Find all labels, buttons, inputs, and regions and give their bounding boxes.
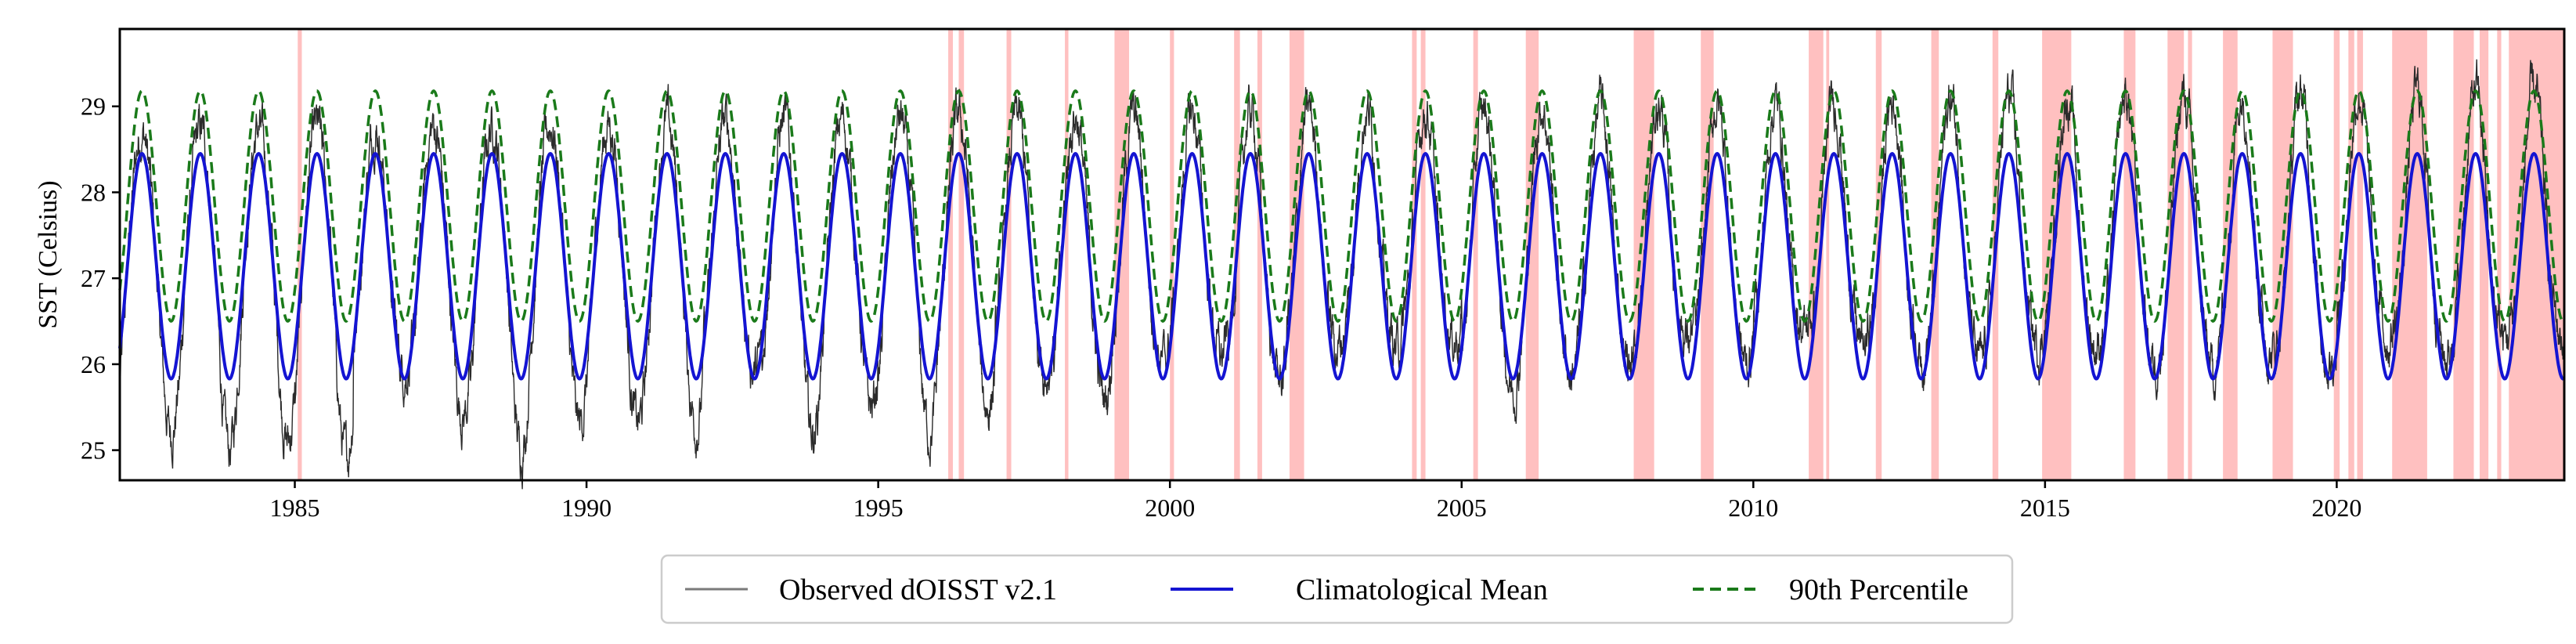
y-tick-label-26: 26: [81, 350, 106, 378]
x-tick-label-2020: 2020: [2311, 494, 2361, 522]
y-tick-label-28: 28: [81, 178, 106, 206]
x-tick-label-2015: 2015: [2020, 494, 2070, 522]
heatwave-band-2: [958, 29, 965, 480]
heatwave-band-10: [1412, 29, 1417, 480]
y-tick-label-25: 25: [81, 436, 106, 465]
plot-frame: [118, 27, 2566, 482]
heatwave-band-9: [1289, 29, 1304, 480]
series-observed-line: [119, 59, 2565, 490]
heatwave-band-4: [1065, 29, 1069, 480]
x-tick-label-1995: 1995: [853, 494, 904, 522]
y-axis-title: SST (Celsius): [34, 180, 63, 328]
heatwave-band-3: [1006, 29, 1012, 480]
series-group: [118, 59, 2565, 490]
heatwave-band-0: [298, 29, 302, 480]
heatwave-band-15: [1701, 29, 1714, 480]
legend-label-climatological-mean: Climatological Mean: [1296, 573, 1548, 606]
legend-label-observed: Observed dOISST v2.1: [779, 573, 1057, 606]
heatwave-band-1: [948, 29, 954, 480]
heatwave-band-29: [2357, 29, 2363, 480]
x-tick-label-2010: 2010: [1728, 494, 1778, 522]
series-climatological-mean-line: [118, 151, 2565, 381]
heatwave-band-33: [2497, 29, 2502, 480]
heatwave-band-28: [2348, 29, 2354, 480]
heatwave-band-24: [2188, 29, 2192, 480]
heatwave-band-25: [2223, 29, 2238, 480]
heatwave-band-5: [1114, 29, 1130, 480]
heatwave-band-12: [1473, 29, 1478, 480]
heatwave-band-27: [2333, 29, 2340, 480]
heatwave-band-6: [1170, 29, 1174, 480]
heatwave-band-32: [2479, 29, 2489, 480]
axis-ticks: 1985 1990 1995 2000 2005 2010 2015 2020 25 26 27 28…: [81, 92, 2361, 522]
heatwave-band-21: [2042, 29, 2072, 480]
x-tick-label-2005: 2005: [1437, 494, 1487, 522]
series-90th-percentile-line: [118, 89, 2565, 323]
heatwave-band-23: [2167, 29, 2185, 480]
x-tick-label-1990: 1990: [561, 494, 612, 522]
heatwave-band-8: [1257, 29, 1262, 480]
y-tick-label-27: 27: [81, 264, 106, 292]
legend-label-90th-percentile: 90th Percentile: [1789, 573, 1968, 606]
heatwave-band-34: [2509, 29, 2564, 480]
legend: Observed dOISST v2.1 Climatological Mean…: [660, 554, 2014, 624]
x-tick-label-2000: 2000: [1145, 494, 1195, 522]
y-tick-label-29: 29: [81, 92, 106, 121]
heatwave-band-11: [1420, 29, 1426, 480]
x-tick-label-1985: 1985: [270, 494, 320, 522]
legend-box: [660, 554, 2014, 624]
heatwave-band-17: [1826, 29, 1830, 480]
heatwave-band-19: [1931, 29, 1939, 480]
heatwave-band-22: [2123, 29, 2136, 480]
